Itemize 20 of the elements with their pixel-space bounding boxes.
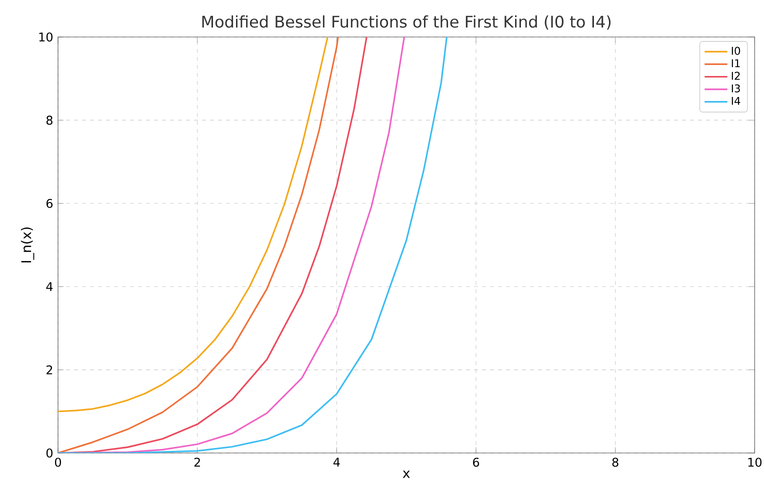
legend-label: I3: [732, 84, 740, 92]
x-tick-label: 0: [54, 458, 62, 467]
legend-label: I1: [732, 59, 740, 68]
y-axis-title: I_n(x): [20, 227, 34, 262]
legend-label: I0: [732, 46, 740, 55]
x-axis-title: x: [402, 470, 410, 478]
chart-title: Modified Bessel Functions of the First Kind (I0 to I4): [202, 15, 611, 30]
x-tick-label: 8: [612, 458, 618, 467]
x-tick-label: 10: [748, 458, 762, 467]
legend-label: I4: [732, 96, 740, 105]
y-tick-label: 4: [46, 282, 53, 291]
x-tick-label: 6: [473, 458, 480, 467]
y-tick-label: 0: [46, 448, 52, 458]
legend-label: I2: [732, 72, 740, 80]
y-tick-label: 10: [39, 32, 52, 42]
y-tick-label: 8: [46, 116, 52, 125]
x-tick-label: 2: [194, 458, 200, 467]
y-tick-label: 6: [46, 198, 53, 208]
x-tick-label: 4: [333, 458, 340, 466]
y-tick-label: 2: [46, 365, 52, 374]
